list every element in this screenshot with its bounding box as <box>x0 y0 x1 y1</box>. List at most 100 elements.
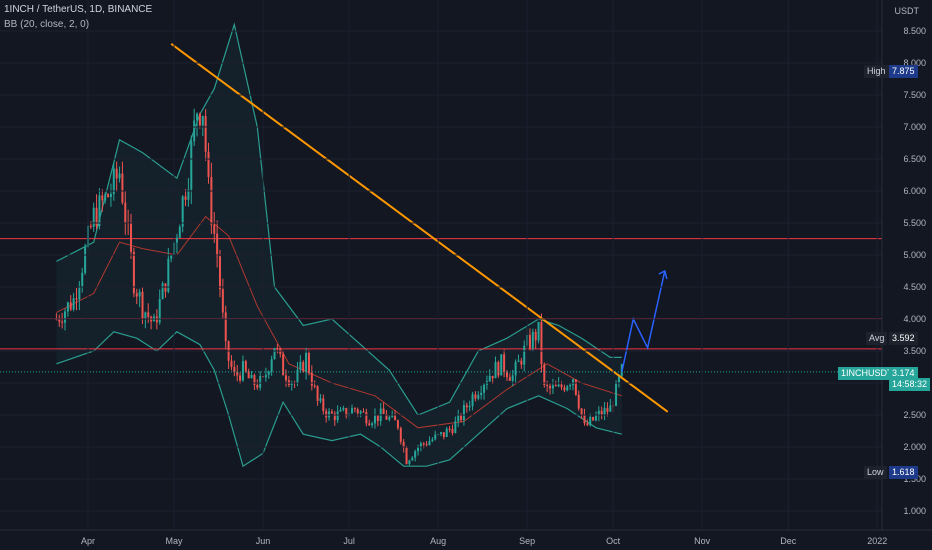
projection-path <box>621 270 666 373</box>
time-tick: Apr <box>81 536 95 546</box>
candle-body <box>572 379 574 386</box>
price-tick: 6.000 <box>903 186 926 196</box>
candle-body <box>267 371 270 375</box>
candle-body <box>500 354 503 376</box>
candle-body <box>276 348 279 350</box>
candle-body <box>193 120 196 142</box>
candle-body <box>494 362 497 379</box>
candle-body <box>425 444 428 446</box>
candle-body <box>580 408 583 415</box>
time-tick: Aug <box>430 536 446 546</box>
candle-body <box>503 354 506 373</box>
candle-body <box>107 194 110 197</box>
candle-body <box>457 414 460 422</box>
candle-body <box>336 411 339 421</box>
candle-body <box>408 460 411 465</box>
last-price: 3.174 <box>889 367 918 380</box>
candle-body <box>135 293 138 297</box>
candle-body <box>373 414 376 424</box>
candle-body <box>207 151 210 177</box>
price-tick: 4.500 <box>903 282 926 292</box>
bar-countdown: 14:58:32 <box>889 378 931 391</box>
bollinger-fill <box>56 24 622 467</box>
candle-body <box>307 353 310 373</box>
candle-body <box>147 312 150 317</box>
candle-body <box>210 176 213 225</box>
candle-body <box>419 443 422 448</box>
price-tick: 1.500 <box>903 474 926 484</box>
candle-body <box>523 345 526 365</box>
price-tick: 6.500 <box>903 154 926 164</box>
candle-body <box>460 414 463 421</box>
candle-body <box>325 411 328 418</box>
candle-body <box>511 375 514 381</box>
candle-body <box>557 384 560 387</box>
low-label: Low <box>864 466 887 479</box>
candle-body <box>606 408 609 412</box>
candle-body <box>81 272 84 287</box>
time-tick: 2022 <box>867 536 887 546</box>
candle-body <box>112 168 115 195</box>
candle-body <box>290 382 293 386</box>
candle-body <box>411 457 414 461</box>
candle-body <box>89 225 92 228</box>
candle-body <box>253 375 256 385</box>
candle-body <box>319 398 322 401</box>
candle-body <box>468 406 471 408</box>
price-tick: 5.000 <box>903 250 926 260</box>
candle-body <box>118 173 121 179</box>
candle-body <box>130 222 133 252</box>
candle-body <box>586 423 589 426</box>
candle-body <box>61 321 64 323</box>
candle-body <box>569 385 572 387</box>
candle-body <box>445 428 448 437</box>
price-tick: 8.000 <box>903 58 926 68</box>
candle-body <box>273 348 276 360</box>
time-tick: May <box>166 536 184 546</box>
candle-body <box>540 321 543 365</box>
candle-body <box>204 116 207 152</box>
candle-body <box>391 414 394 418</box>
candle-body <box>615 382 618 406</box>
candle-body <box>198 113 201 126</box>
candle-body <box>330 411 333 414</box>
candle-body <box>302 361 305 372</box>
time-tick: Jul <box>343 536 355 546</box>
candle-body <box>259 375 262 388</box>
price-tick: 8.500 <box>903 26 926 36</box>
candle-body <box>115 168 118 179</box>
candle-body <box>333 413 336 421</box>
candle-body <box>434 434 437 440</box>
candle-body <box>256 384 259 388</box>
candle-body <box>396 420 399 429</box>
candle-body <box>551 385 554 389</box>
drawings <box>0 42 882 413</box>
time-tick: Sep <box>519 536 535 546</box>
candle-body <box>483 384 486 393</box>
price-tick: 7.000 <box>903 122 926 132</box>
candle-body <box>574 379 577 395</box>
candle-body <box>563 387 566 391</box>
currency-label: USDT <box>894 6 920 16</box>
candle-body <box>597 410 600 416</box>
avg-label: Avg <box>866 332 888 345</box>
candle-body <box>184 196 187 200</box>
candle-body <box>442 432 445 437</box>
candle-body <box>431 439 434 442</box>
candle-body <box>422 443 425 445</box>
bollinger-basis <box>56 215 622 429</box>
price-tick: 2.000 <box>903 442 926 452</box>
candle-body <box>508 377 511 381</box>
time-tick: Dec <box>780 536 797 546</box>
candle-body <box>224 312 227 342</box>
low-value: 1.618 <box>889 466 918 479</box>
symbol-title: 1INCH / TetherUS, 1D, BINANCE <box>4 4 153 15</box>
candle-body <box>603 408 606 416</box>
price-tick: 3.500 <box>903 346 926 356</box>
time-tick: Jun <box>256 536 271 546</box>
candle-body <box>353 408 356 410</box>
candle-body <box>285 375 287 381</box>
candle-body <box>454 421 457 433</box>
